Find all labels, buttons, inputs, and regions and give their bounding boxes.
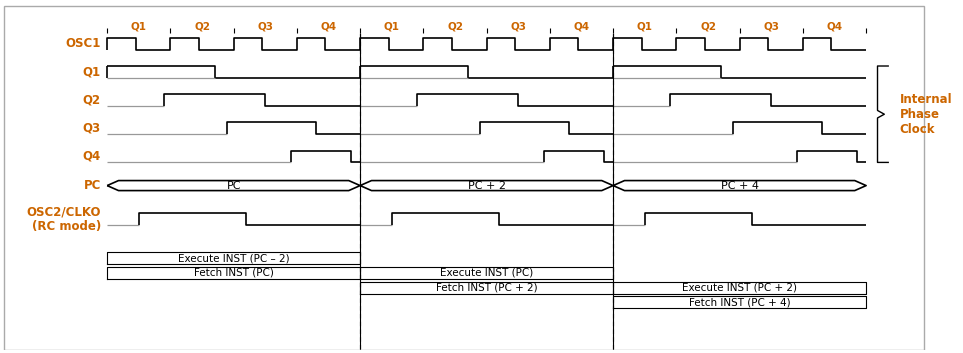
Text: Execute INST (PC – 2): Execute INST (PC – 2) [178, 253, 290, 263]
Text: Q3: Q3 [257, 21, 273, 31]
Text: PC: PC [226, 181, 241, 191]
Text: PC + 4: PC + 4 [720, 181, 759, 191]
Text: Q1: Q1 [637, 21, 653, 31]
Text: Q4: Q4 [826, 21, 843, 31]
Text: OSC2/CLKO
(RC mode): OSC2/CLKO (RC mode) [26, 205, 101, 233]
Text: PC: PC [84, 179, 101, 192]
Text: Q4: Q4 [321, 21, 337, 31]
Text: Q3: Q3 [510, 21, 526, 31]
Text: Q3: Q3 [83, 122, 101, 135]
Text: Fetch INST (PC): Fetch INST (PC) [194, 268, 273, 278]
Text: OSC1: OSC1 [65, 37, 101, 50]
Text: Fetch INST (PC + 2): Fetch INST (PC + 2) [436, 283, 537, 293]
Text: Execute INST (PC + 2): Execute INST (PC + 2) [682, 283, 797, 293]
Text: Q3: Q3 [764, 21, 779, 31]
Text: Internal
Phase
Clock: Internal Phase Clock [899, 93, 952, 136]
Text: Execute INST (PC): Execute INST (PC) [440, 268, 534, 278]
Text: Q4: Q4 [83, 150, 101, 163]
Text: Q1: Q1 [83, 65, 101, 78]
Text: Q4: Q4 [573, 21, 589, 31]
Text: Q1: Q1 [384, 21, 400, 31]
Text: Q1: Q1 [131, 21, 146, 31]
Text: Q2: Q2 [83, 94, 101, 107]
Text: Fetch INST (PC + 4): Fetch INST (PC + 4) [689, 297, 791, 307]
Text: Q2: Q2 [447, 21, 463, 31]
Text: Q2: Q2 [194, 21, 210, 31]
Text: PC + 2: PC + 2 [468, 181, 506, 191]
Text: Q2: Q2 [700, 21, 716, 31]
